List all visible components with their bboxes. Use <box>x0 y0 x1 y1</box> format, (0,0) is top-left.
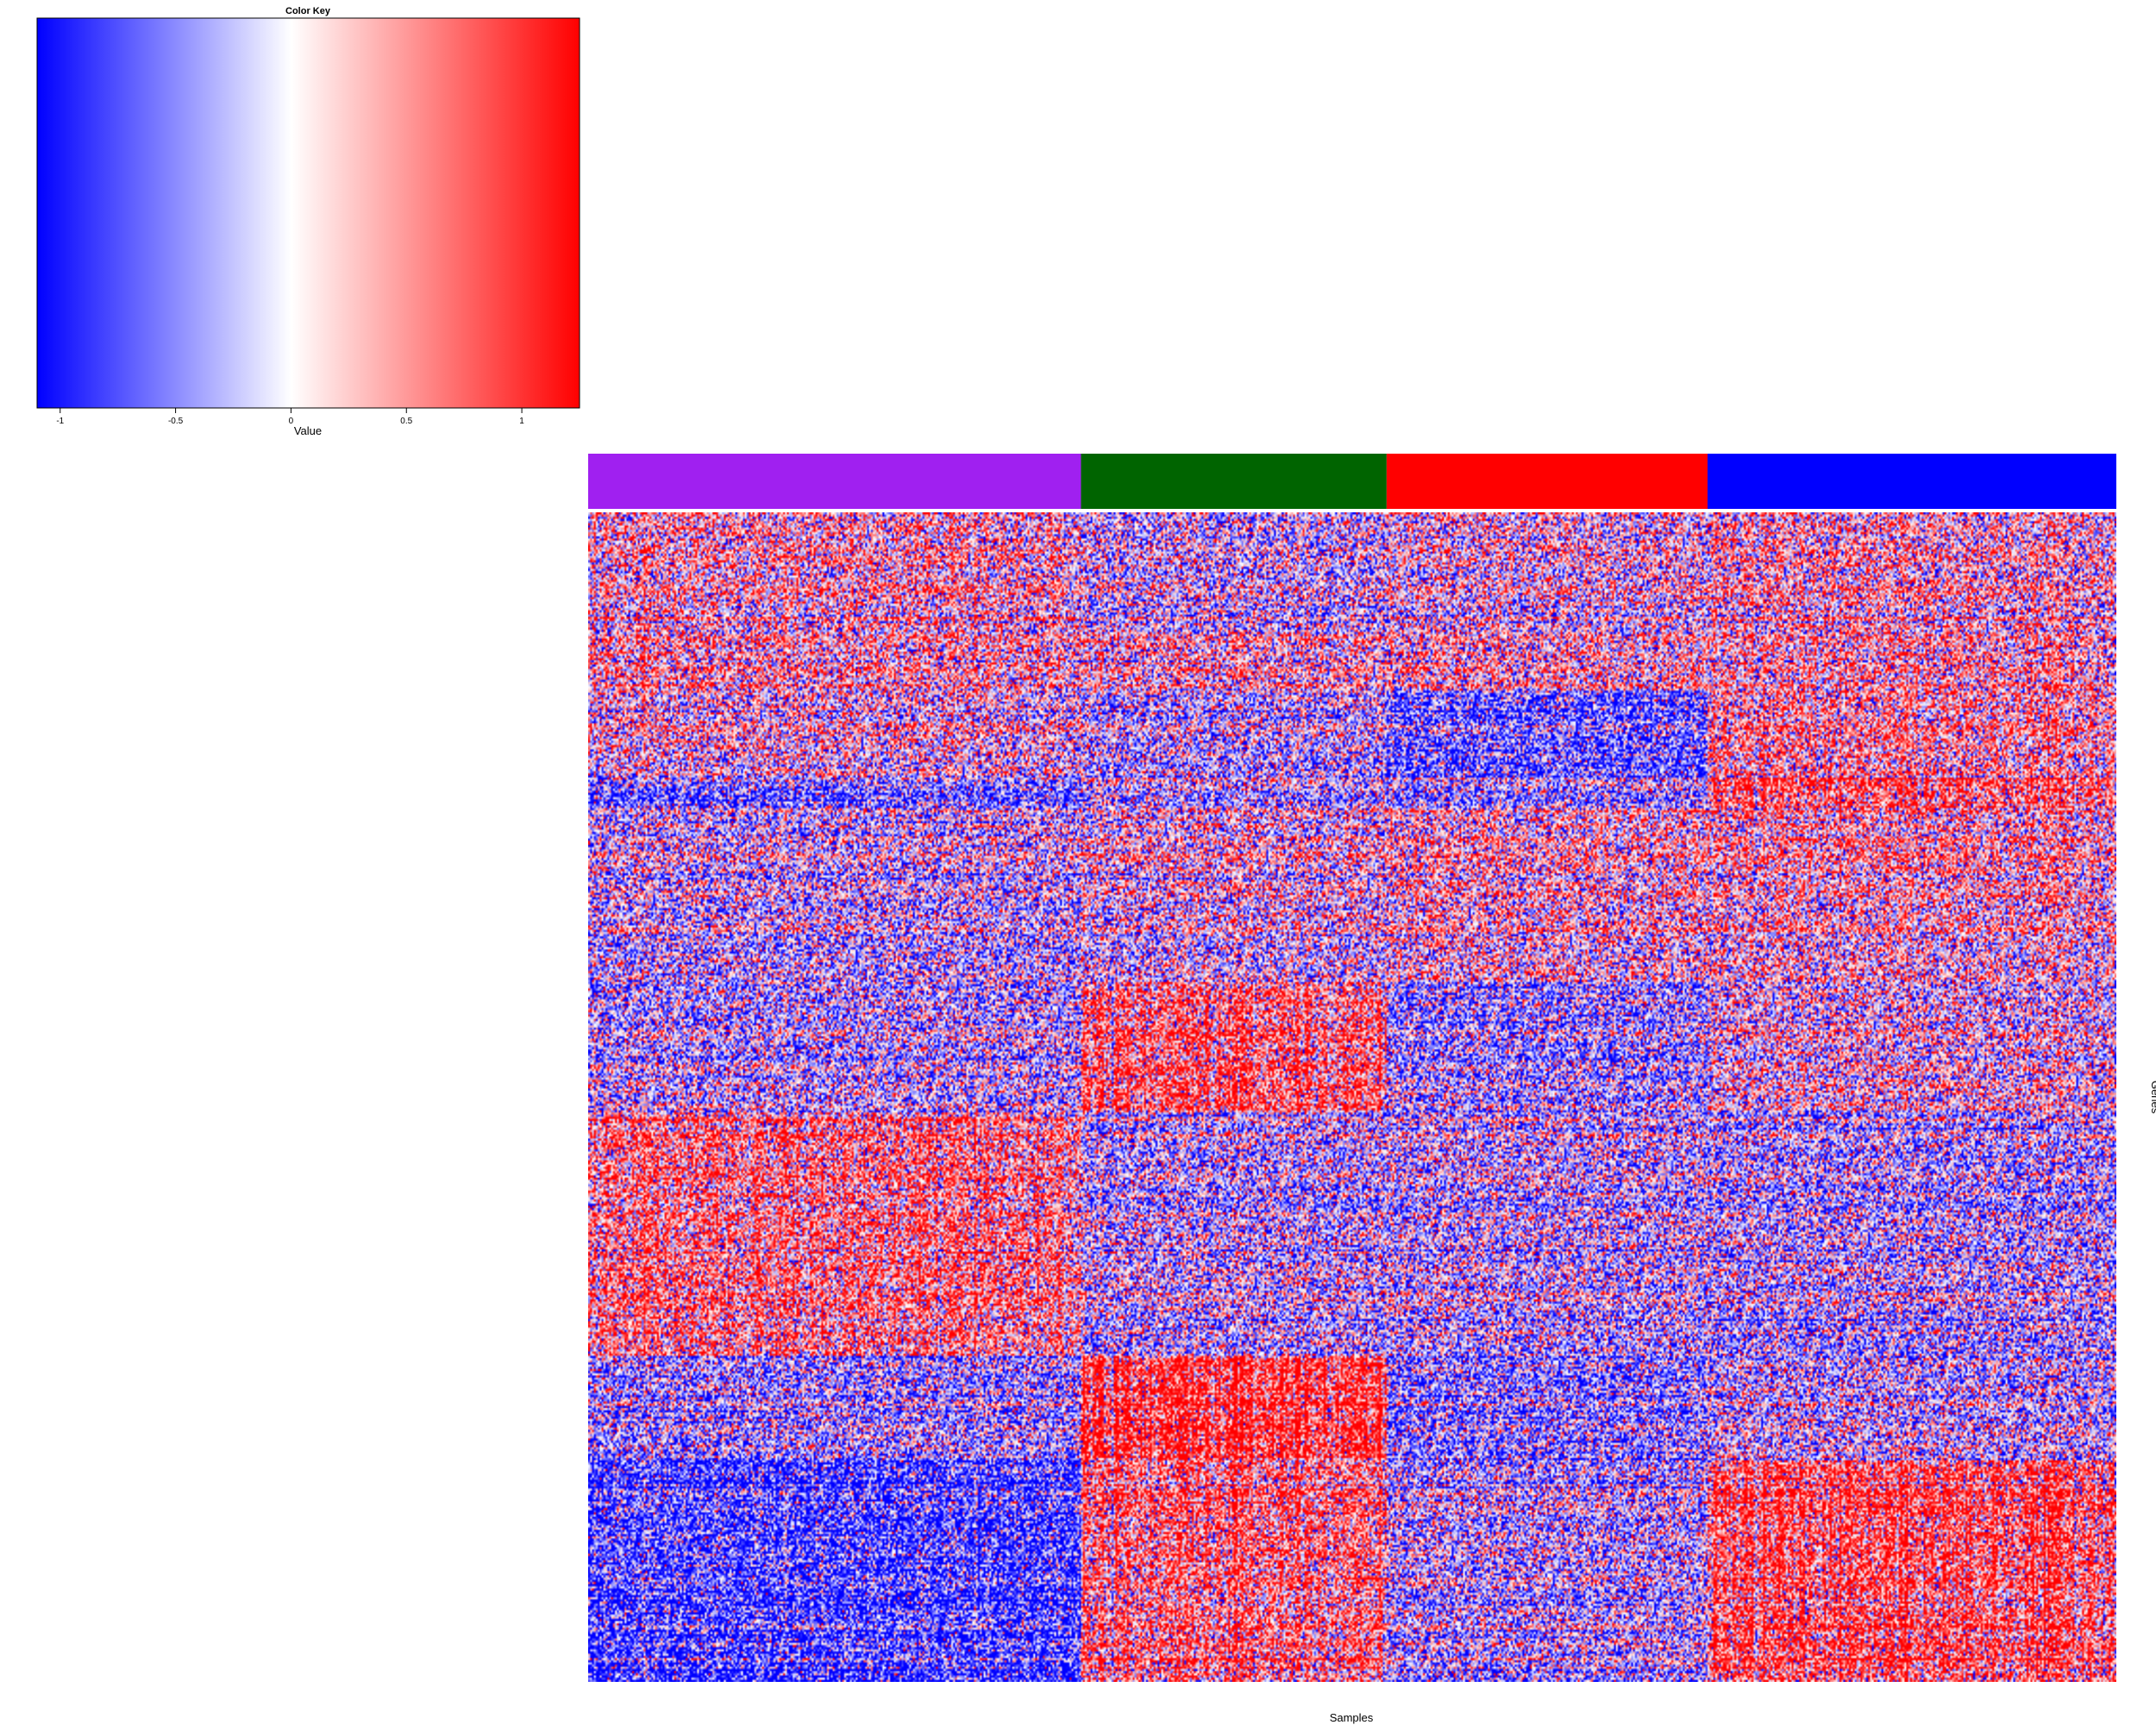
color-key-title: Color Key <box>285 6 331 16</box>
sample-group-colorbar <box>588 454 2116 509</box>
sample-group-3 <box>1386 454 1708 509</box>
y-axis-label: Genes <box>2149 1081 2156 1114</box>
x-axis-label: Samples <box>1330 1711 1374 1724</box>
sample-group-4 <box>1707 454 2116 509</box>
color-key-tick-label: -1 <box>56 417 64 426</box>
color-key: Color Key -1 -0.5 0 0.5 1 Value <box>36 6 580 437</box>
color-key-axis: -1 -0.5 0 0.5 1 <box>56 408 524 426</box>
color-key-tick-label: 0.5 <box>400 417 412 426</box>
color-key-tick-label: -0.5 <box>168 417 184 426</box>
heatmap-body <box>588 512 2116 1682</box>
color-key-tick-label: 0 <box>289 417 294 426</box>
sample-group-2 <box>1081 454 1387 509</box>
color-key-gradient <box>36 17 580 409</box>
color-key-value-label: Value <box>294 424 322 437</box>
sample-group-1 <box>588 454 1081 509</box>
color-key-tick-label: 1 <box>519 417 524 426</box>
